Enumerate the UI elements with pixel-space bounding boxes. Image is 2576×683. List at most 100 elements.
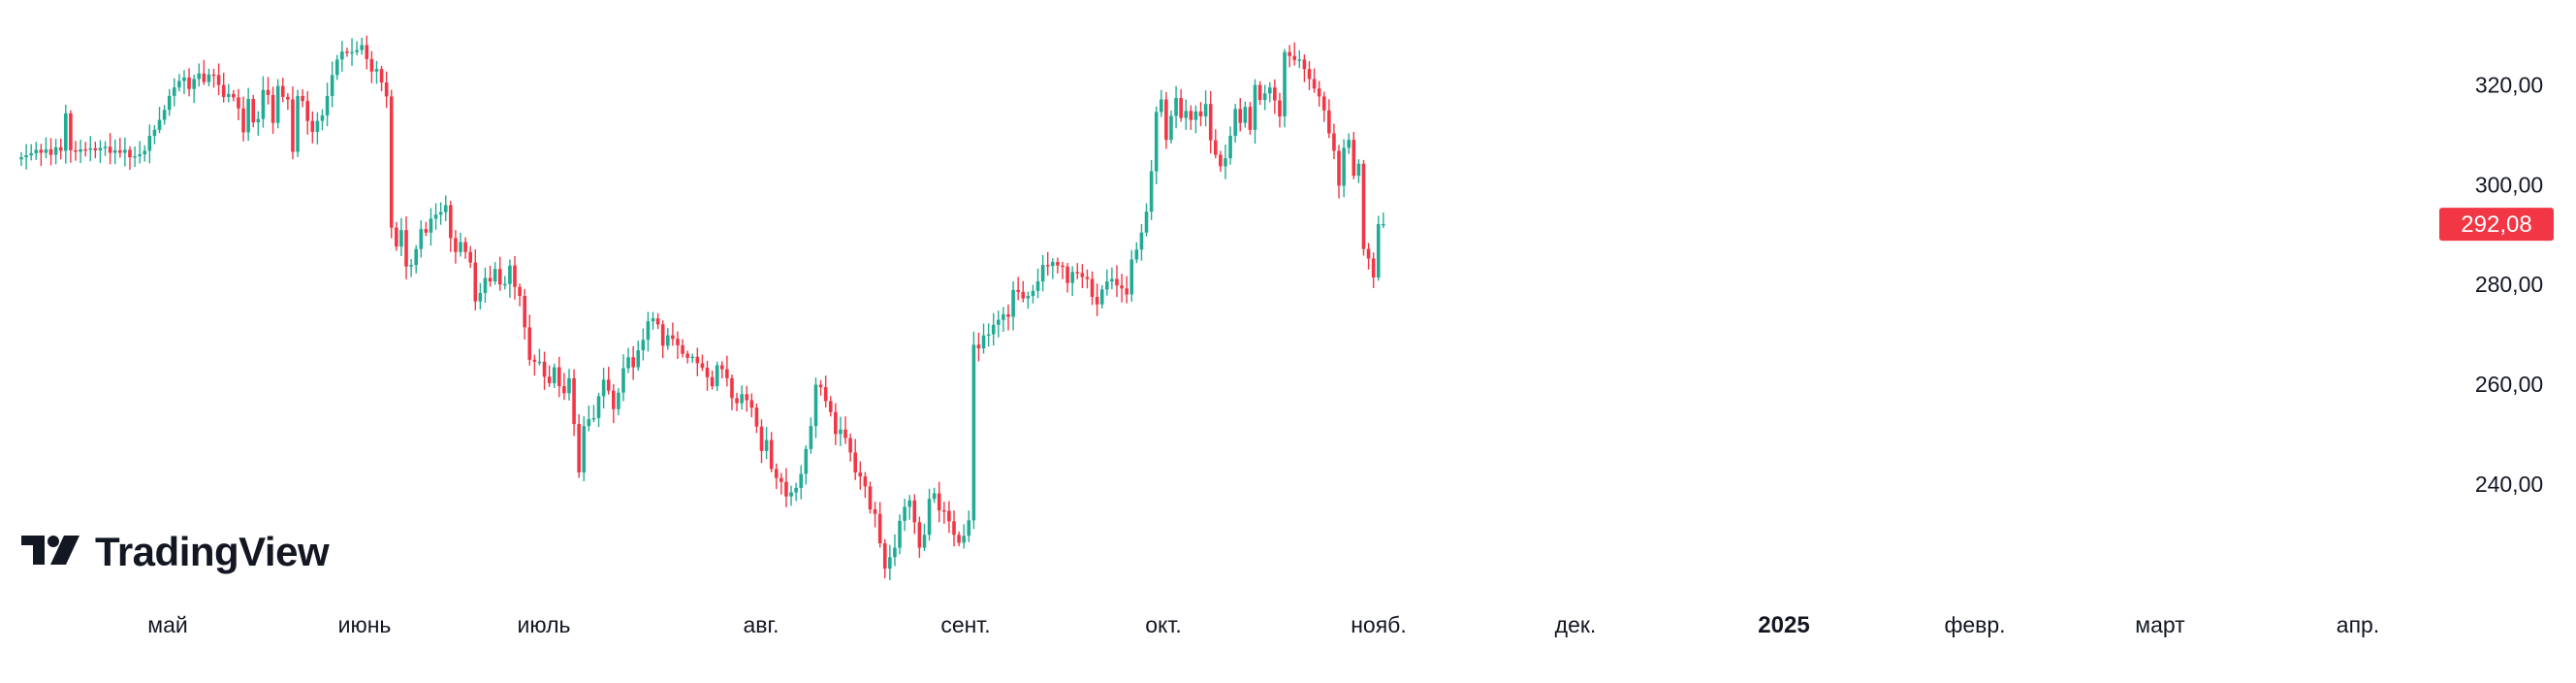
price-axis[interactable]: 240,00 260,00 280,00 300,00 320,00 — [2475, 73, 2543, 497]
candle-body — [384, 82, 389, 97]
candle — [98, 140, 103, 163]
candle-body — [232, 93, 236, 98]
candle-body — [216, 75, 221, 85]
candle — [93, 141, 98, 159]
candle — [596, 392, 601, 428]
candle-body — [636, 350, 641, 368]
candle — [478, 282, 483, 310]
candle — [369, 50, 374, 83]
candle-body — [1149, 171, 1154, 212]
candle-body — [1070, 272, 1074, 283]
candle-body — [488, 277, 493, 282]
candle-body — [601, 379, 606, 397]
candle — [868, 481, 873, 514]
candle-body — [459, 242, 462, 252]
candle-body — [241, 108, 245, 133]
candle — [1382, 212, 1385, 229]
candle — [1253, 79, 1257, 145]
candle — [1356, 159, 1361, 183]
candle-body — [369, 58, 374, 72]
candle — [1021, 280, 1026, 303]
candle-body — [1016, 289, 1020, 292]
candle — [39, 144, 44, 167]
candle-body — [128, 149, 132, 158]
candle — [1228, 126, 1232, 165]
candle — [617, 387, 620, 416]
candle-body — [646, 321, 651, 341]
candle — [794, 482, 798, 502]
candle-body — [868, 486, 873, 510]
candle — [88, 136, 93, 162]
candle — [907, 495, 911, 520]
candle — [612, 384, 616, 424]
candle — [468, 245, 472, 268]
candle-body — [389, 96, 394, 228]
candle-body — [409, 265, 413, 267]
last-price-tag-background — [2439, 208, 2554, 242]
candle-body — [527, 327, 532, 360]
time-axis[interactable]: май июнь июль авг. сент. окт. нояб. дек. 2025 фев… — [147, 612, 2379, 638]
candle-body — [315, 120, 320, 132]
candle-body — [577, 424, 581, 472]
candle-body — [749, 400, 754, 408]
candle — [152, 125, 157, 145]
candle-body — [719, 365, 724, 370]
candle-body — [463, 242, 467, 252]
candle-body — [957, 535, 961, 543]
candle-body — [1045, 265, 1050, 267]
candle-body — [74, 149, 78, 152]
candle-body — [1262, 93, 1267, 101]
candle — [577, 413, 581, 478]
candle — [1105, 269, 1109, 296]
candle-body — [1283, 51, 1287, 116]
candle — [631, 345, 635, 380]
candle — [932, 487, 937, 504]
candle — [202, 59, 207, 85]
candle-body — [345, 51, 349, 53]
candle — [735, 392, 739, 411]
candle-body — [1144, 211, 1149, 233]
candle-body — [612, 390, 616, 409]
candle-body — [981, 335, 986, 348]
candle-body — [764, 439, 769, 451]
candle — [660, 320, 665, 359]
candle — [1129, 249, 1134, 303]
tradingview-logo[interactable]: TradingView — [21, 529, 330, 574]
candle — [172, 78, 176, 107]
candle-body — [1342, 147, 1346, 186]
candle-body — [237, 97, 240, 109]
candle — [503, 276, 507, 290]
candle-body — [64, 113, 68, 151]
candle-body — [877, 513, 882, 543]
candle-body — [1164, 99, 1168, 141]
candle-body — [1371, 258, 1376, 278]
candle — [1110, 267, 1114, 290]
candle-body — [617, 392, 620, 409]
candle-body — [1297, 59, 1302, 61]
candle — [606, 367, 611, 395]
candle — [74, 141, 78, 161]
candles-layer — [19, 35, 1385, 581]
candle-body — [1011, 289, 1015, 317]
candle-body — [508, 265, 512, 284]
candle-body — [1105, 281, 1109, 290]
price-tick-label: 280,00 — [2475, 272, 2543, 297]
candle-body — [1203, 104, 1208, 116]
candle — [251, 94, 256, 128]
candle-body — [740, 394, 744, 404]
last-price-label: 292,08 — [2461, 211, 2531, 238]
candle-body — [596, 396, 601, 418]
candle — [1243, 101, 1248, 128]
candle — [877, 502, 882, 548]
candle — [1233, 104, 1237, 144]
candle-body — [1110, 278, 1114, 282]
candle-body — [1228, 136, 1232, 159]
candle-body — [310, 120, 315, 132]
candle — [280, 77, 285, 103]
candle — [715, 361, 719, 392]
candle-body — [1327, 110, 1331, 134]
candle — [681, 339, 684, 358]
candle-body — [1174, 97, 1178, 116]
candle — [552, 363, 557, 389]
candle-body — [769, 439, 774, 470]
